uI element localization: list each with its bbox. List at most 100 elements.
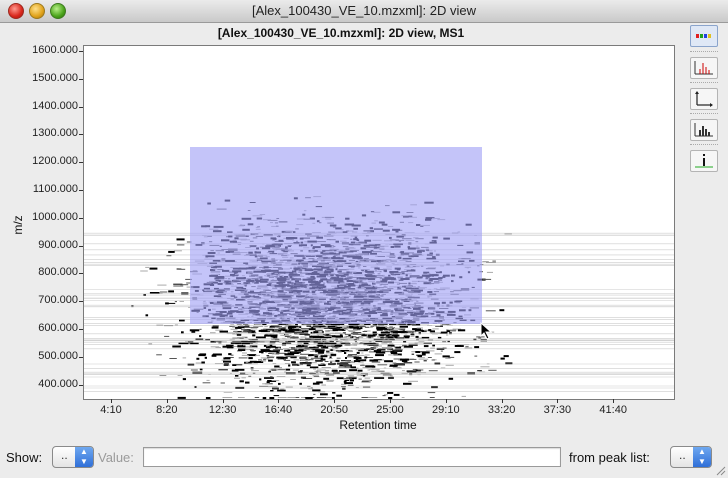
peak-point [387,336,394,339]
peak-point [219,330,228,333]
peak-point [296,326,300,328]
x-tick-mark [613,399,615,403]
peak-point [313,354,320,356]
histogram-button[interactable] [690,119,718,141]
peak-point [234,377,241,379]
peak-point [440,367,446,369]
peak-point [318,324,325,327]
plot-title: [Alex_100430_VE_10.mzxml]: 2D view, MS1 [217,26,465,40]
peak-point [365,357,374,358]
peak-point [305,340,310,343]
y-tick-label: 1000.000 [32,210,78,223]
peak-chart-icon [694,61,713,75]
peak-point [258,359,262,361]
peak-point [334,335,343,338]
peak-point [355,349,364,351]
peak-point [504,233,512,235]
y-tick-mark [79,384,83,386]
peak-point [262,383,270,385]
peak-point [446,334,449,336]
peak-point [234,364,243,366]
peak-point [356,327,361,330]
peak-point [362,331,368,332]
peak-point [346,355,357,357]
peak-point [485,310,496,312]
peak-point [343,378,352,380]
peak-point [199,335,202,338]
peak-list-popup[interactable]: .. ▲ ▼ [670,446,712,468]
peak-point [379,334,385,337]
zoom-window-button[interactable] [50,3,66,19]
peak-point [281,382,285,384]
peak-point [415,351,421,353]
peak-point [342,387,346,390]
peak-point [249,360,257,363]
y-tick-label: 1400.000 [32,99,78,112]
peak-point [392,336,395,338]
peak-point [210,346,220,348]
minimize-window-button[interactable] [29,3,45,19]
peak-point [309,366,319,369]
info-button[interactable] [690,150,718,172]
peak-point [442,324,450,326]
peak-point [182,357,187,359]
peak-point [230,354,234,356]
y-tick-mark [79,106,83,108]
peak-point [159,291,168,293]
show-popup-value: .. [61,448,68,462]
toolbar-separator [690,113,718,114]
peak-point [284,334,289,336]
peak-point [392,329,401,331]
peak-point [314,370,322,372]
peak-point [305,397,313,399]
peak-point [244,324,250,327]
peak-point [465,346,469,348]
peak-point [283,332,292,334]
peak-point [263,344,267,347]
peak-point [384,394,388,396]
resize-grip-icon[interactable] [716,466,726,476]
peak-point [263,358,269,360]
peak-point [305,329,312,330]
peak-point [402,344,407,346]
peak-point [445,364,454,366]
peak-point [241,354,249,356]
axes-button[interactable] [690,88,718,110]
peak-point [268,386,278,388]
peak-point [331,337,334,339]
peak-point [272,387,279,390]
peak-point [287,397,296,398]
peak-point [414,361,420,363]
y-tick-mark [79,329,83,330]
peak-point [270,369,279,371]
peak-point [309,341,317,343]
peak-point [291,361,296,364]
peak-chart-button[interactable] [690,57,718,79]
peak-point [312,389,321,392]
plot-area[interactable] [83,45,675,400]
peak-point [373,345,382,347]
y-tick-mark [79,162,83,164]
peak-point [320,357,323,360]
peak-point [412,328,421,331]
peak-point [295,347,305,349]
peak-point [415,335,419,338]
peak-point [317,353,323,355]
close-window-button[interactable] [8,3,24,19]
peak-point [232,364,237,366]
x-tick-label: 20:50 [320,404,348,416]
peak-point [316,397,325,398]
peak-point [332,343,342,346]
peak-point [354,341,357,343]
toolbar-separator [690,82,718,83]
value-label: Value: [98,450,134,465]
color-palette-button[interactable] [690,25,718,47]
ms-heatmap[interactable] [84,46,674,399]
show-popup[interactable]: .. ▲ ▼ [52,446,94,468]
peak-point [299,362,307,365]
peak-point [300,329,308,331]
value-input[interactable] [143,447,561,467]
peak-point [270,376,273,378]
peak-point [301,324,304,326]
